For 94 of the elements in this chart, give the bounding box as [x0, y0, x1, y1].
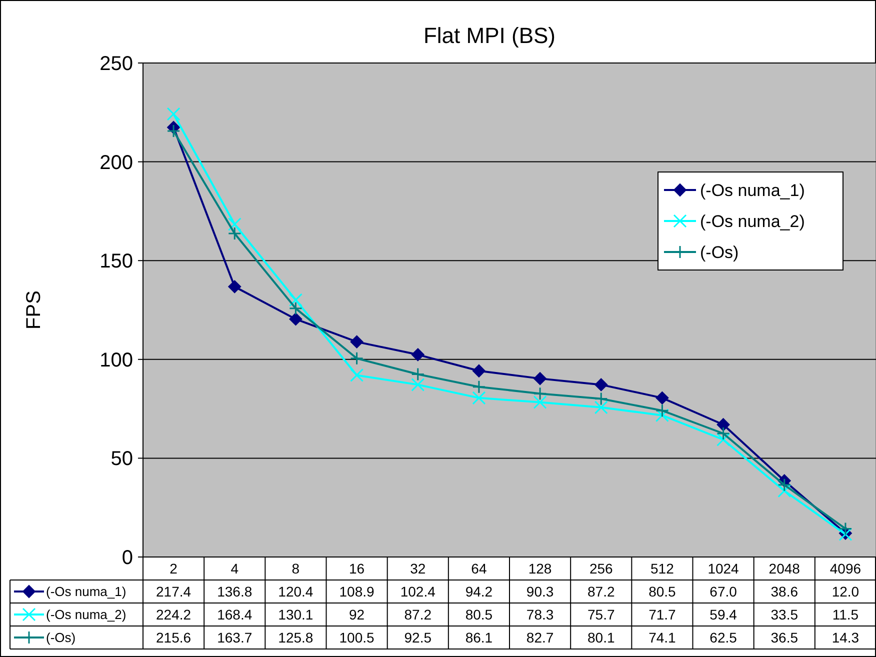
point	[655, 408, 669, 422]
data-label: 80.5	[465, 606, 493, 622]
point	[228, 226, 242, 240]
x-tick-label: 512	[650, 560, 674, 576]
y-tick-label: 100	[100, 349, 133, 372]
text: (-Os)	[46, 630, 76, 646]
point	[350, 335, 364, 348]
data-label: 80.1	[588, 629, 615, 646]
data-label: 59.4	[710, 606, 738, 622]
data-label: 33.5	[770, 606, 798, 622]
point	[166, 124, 180, 138]
y-tick-label: 0	[122, 547, 133, 569]
data-label: 108.9	[339, 583, 375, 600]
data-label: 120.4	[278, 583, 314, 600]
x-tick-label: 2048	[768, 560, 800, 576]
data-label: 100.5	[339, 629, 375, 646]
point	[655, 404, 669, 418]
point	[472, 391, 486, 405]
data-label: 82.7	[526, 629, 554, 646]
point	[716, 432, 730, 446]
data-label: 86.1	[465, 629, 493, 646]
data-label: 215.6	[156, 629, 192, 646]
data-label: 224.2	[156, 606, 192, 622]
x-tick-label: 64	[471, 560, 487, 576]
data-label: 74.1	[648, 629, 676, 646]
data-label: 62.5	[710, 629, 738, 646]
point	[228, 217, 242, 231]
x-tick-label: 32	[410, 560, 426, 576]
point	[716, 426, 730, 440]
point	[288, 293, 302, 307]
y-tick-label: 50	[110, 448, 133, 470]
y-tick-label: 200	[100, 152, 133, 174]
point	[228, 280, 242, 294]
point	[350, 368, 364, 382]
data-label: 90.3	[526, 583, 554, 600]
data-label: 92	[349, 606, 365, 622]
data-label: 163.7	[217, 629, 252, 646]
point	[350, 352, 364, 366]
point	[716, 418, 730, 432]
data-label: 102.4	[400, 583, 436, 600]
x-tick-label: 16	[349, 560, 365, 576]
point	[778, 478, 792, 492]
text: (-Os numa_1)	[46, 584, 126, 600]
data-label: 92.5	[404, 629, 432, 646]
x-tick-label: 8	[292, 560, 300, 576]
legend-label: (-Os)	[700, 242, 739, 262]
point	[533, 396, 547, 410]
legend-label: (-Os numa_2)	[700, 212, 805, 231]
data-label: 217.4	[156, 583, 192, 600]
point	[166, 107, 180, 121]
point	[289, 312, 302, 326]
x-tick-label: 4	[230, 560, 239, 576]
data-label: 87.2	[404, 606, 432, 622]
point	[594, 392, 608, 406]
point	[288, 302, 302, 316]
point	[472, 364, 486, 378]
data-label: 78.3	[526, 606, 554, 622]
data-label: 94.2	[465, 583, 493, 600]
data-label: 12.0	[832, 583, 860, 600]
x-tick-label: 128	[528, 560, 552, 576]
point	[594, 400, 608, 414]
point	[411, 367, 425, 381]
point	[656, 391, 669, 404]
text: (-Os numa_2)	[46, 607, 126, 622]
data-label: 87.2	[588, 583, 615, 600]
point	[534, 372, 547, 386]
data-label: 36.5	[770, 629, 798, 646]
data-label: 130.1	[278, 606, 314, 622]
data-label: 71.7	[648, 606, 676, 622]
data-label: 75.7	[588, 606, 615, 622]
point	[594, 378, 608, 392]
y-tick-label: 250	[100, 53, 133, 75]
data-label: 168.4	[217, 606, 252, 622]
x-tick-label: 1024	[708, 560, 740, 576]
data-label: 125.8	[278, 629, 314, 646]
x-tick-label: 4096	[830, 560, 862, 576]
point	[778, 484, 792, 498]
point	[838, 522, 852, 536]
data-label: 14.3	[832, 629, 860, 646]
legend-label: (-Os numa_1)	[700, 180, 805, 200]
chart-title: Flat MPI (BS)	[423, 23, 556, 48]
point	[411, 378, 425, 392]
point	[411, 348, 424, 362]
x-tick-label: 2	[170, 560, 178, 576]
y-axis-title: FPS	[23, 290, 45, 330]
data-label: 80.5	[648, 583, 676, 600]
x-tick-label: 256	[589, 560, 614, 576]
data-label: 67.0	[710, 583, 738, 600]
y-tick-label: 150	[100, 250, 133, 273]
point	[533, 386, 547, 400]
point	[472, 380, 486, 394]
data-label: 136.8	[217, 583, 252, 600]
data-label: 38.6	[770, 583, 798, 600]
data-label: 11.5	[832, 606, 859, 622]
